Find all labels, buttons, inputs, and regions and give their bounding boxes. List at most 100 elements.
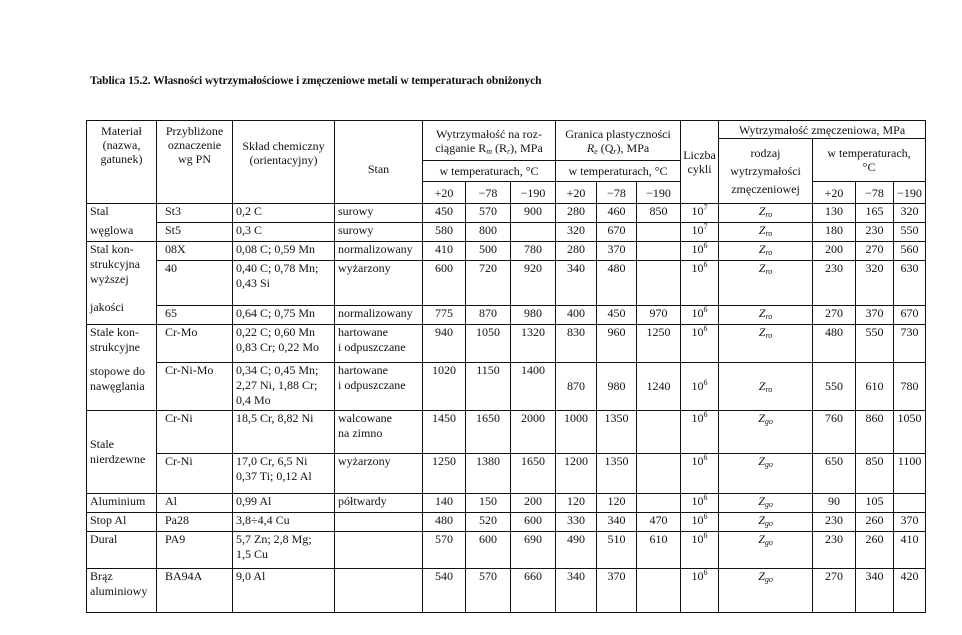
fatigue-strength-value: 270 bbox=[812, 305, 857, 325]
material-cell: Stale nierdzewne bbox=[86, 410, 157, 494]
cycles-exponent: 7 bbox=[703, 203, 708, 212]
material-name: Stal bbox=[90, 204, 109, 219]
fatigue-strength-value: 260 bbox=[855, 512, 895, 532]
material-name: Brąz bbox=[90, 569, 113, 584]
pn-designation: Pa28 bbox=[156, 512, 233, 532]
cycles-exponent: 6 bbox=[703, 305, 708, 314]
material-name: nierdzewne bbox=[90, 452, 146, 466]
pn-designation: 40 bbox=[156, 260, 233, 306]
fatigue-strength-value: 90 bbox=[812, 493, 857, 513]
composition: 9,0 Al bbox=[232, 568, 335, 613]
cycles-base: 10 bbox=[691, 261, 704, 276]
fatigue-type: Zgo bbox=[718, 493, 814, 513]
composition-line: 0,2 C bbox=[236, 204, 263, 219]
cycles-exponent: 6 bbox=[703, 324, 708, 333]
composition-line: 17,0 Cr, 6,5 Ni bbox=[236, 454, 308, 469]
fatigue-type: Zro bbox=[718, 203, 814, 223]
subscript: m bbox=[486, 146, 492, 156]
header-pn: Przybliżone oznaczenie wg PN bbox=[156, 120, 233, 204]
yield-strength-value: 670 bbox=[596, 222, 637, 242]
cycles-exponent: 6 bbox=[703, 378, 708, 387]
tensile-strength-value: 140 bbox=[422, 493, 466, 513]
header-text: R bbox=[586, 140, 595, 155]
header-fatigue-strength: Wytrzymałość zmęczeniowa, MPa bbox=[718, 120, 927, 139]
temp-header: −78 bbox=[596, 181, 637, 204]
yield-strength-value: 1200 bbox=[555, 453, 597, 494]
cycles-value: 106 bbox=[680, 493, 720, 513]
composition-line: 0,22 C; 0,60 Mn bbox=[236, 325, 316, 340]
yield-strength-value: 340 bbox=[555, 568, 597, 613]
composition-line: 18,5 Cr, 8,82 Ni bbox=[236, 411, 314, 426]
tensile-strength-value: 980 bbox=[510, 305, 556, 325]
tensile-strength-value: 540 bbox=[422, 568, 466, 613]
yield-strength-value: 120 bbox=[555, 493, 597, 513]
material-name: Stale bbox=[90, 437, 114, 451]
tensile-strength-value: 600 bbox=[422, 260, 466, 306]
fatigue-type: Zro bbox=[718, 305, 814, 325]
material-name: Dural bbox=[90, 532, 118, 547]
state-line: normalizowany bbox=[338, 242, 413, 257]
state: wyżarzony bbox=[334, 453, 423, 494]
fatigue-subscript: go bbox=[764, 519, 773, 528]
tensile-strength-value: 780 bbox=[510, 241, 556, 261]
pn-designation: Cr-Ni-Mo bbox=[156, 362, 233, 411]
header-text: Wytrzymałość na roz- bbox=[436, 126, 542, 141]
temp-header: +20 bbox=[555, 181, 597, 204]
tensile-strength-value: 900 bbox=[510, 203, 556, 223]
tensile-strength-value: 1150 bbox=[465, 362, 511, 411]
yield-strength-value: 1250 bbox=[635, 324, 682, 363]
fatigue-type: Zro bbox=[718, 362, 814, 411]
fatigue-subscript: ro bbox=[765, 267, 773, 276]
composition: 18,5 Cr, 8,82 Ni bbox=[232, 410, 335, 454]
yield-strength-value bbox=[635, 493, 682, 513]
header-text: wg PN bbox=[177, 152, 211, 166]
cycles-value: 106 bbox=[680, 305, 720, 325]
cycles-exponent: 6 bbox=[703, 531, 708, 540]
cycles-exponent: 6 bbox=[703, 260, 708, 269]
cycles-value: 106 bbox=[680, 241, 720, 261]
yield-strength-value: 450 bbox=[596, 305, 637, 325]
state bbox=[334, 512, 423, 532]
header-state: Stan bbox=[334, 120, 423, 204]
fatigue-type: Zro bbox=[718, 222, 814, 242]
cycles-exponent: 6 bbox=[703, 493, 708, 502]
header-text: ciąganie Rm (Rr), MPa bbox=[426, 141, 552, 156]
yield-strength-value bbox=[635, 568, 682, 613]
composition-line: 0,4 Mo bbox=[236, 393, 271, 407]
yield-strength-value: 480 bbox=[596, 260, 637, 306]
state-line: hartowane bbox=[338, 325, 388, 340]
composition: 0,22 C; 0,60 Mn 0,83 Cr; 0,22 Mo bbox=[232, 324, 335, 363]
subscript: e bbox=[594, 146, 598, 156]
fatigue-strength-value: 260 bbox=[855, 531, 895, 569]
cycles-base: 10 bbox=[691, 204, 704, 219]
yield-strength-value: 980 bbox=[596, 362, 637, 411]
material-name: węglowa bbox=[90, 223, 134, 237]
tensile-strength-value: 600 bbox=[510, 512, 556, 532]
composition-line: 2,27 Ni, 1,88 Cr; bbox=[236, 378, 318, 392]
tensile-strength-value: 870 bbox=[465, 305, 511, 325]
header-text: oznaczenie bbox=[167, 138, 222, 152]
cycles-value: 107 bbox=[680, 222, 720, 242]
composition-line: 0,83 Cr; 0,22 Mo bbox=[236, 340, 320, 354]
state-line: surowy bbox=[338, 204, 374, 219]
tensile-strength-value: 500 bbox=[465, 241, 511, 261]
tensile-strength-value: 690 bbox=[510, 531, 556, 569]
pn-designation: BA94A bbox=[156, 568, 233, 613]
fatigue-strength-value: 165 bbox=[855, 203, 895, 223]
yield-strength-value: 850 bbox=[635, 203, 682, 223]
composition: 0,99 Al bbox=[232, 493, 335, 513]
tensile-strength-value: 580 bbox=[422, 222, 466, 242]
header-text: zmęczeniowej bbox=[731, 182, 800, 196]
state: surowy bbox=[334, 203, 423, 223]
material-name: Stale kon- bbox=[90, 325, 139, 340]
cycles-base: 10 bbox=[691, 569, 704, 584]
cycles-base: 10 bbox=[691, 411, 704, 426]
tensile-strength-value: 570 bbox=[422, 531, 466, 569]
header-text: cykli bbox=[687, 162, 712, 176]
header-text: (nazwa, bbox=[102, 138, 141, 152]
table-row: Stale nierdzewne Cr-Ni 18,5 Cr, 8,82 Ni walc… bbox=[86, 410, 927, 494]
tensile-strength-value: 1320 bbox=[510, 324, 556, 363]
fatigue-type: Zgo bbox=[718, 453, 814, 494]
composition-line: 0,37 Ti; 0,12 Al bbox=[236, 469, 312, 483]
